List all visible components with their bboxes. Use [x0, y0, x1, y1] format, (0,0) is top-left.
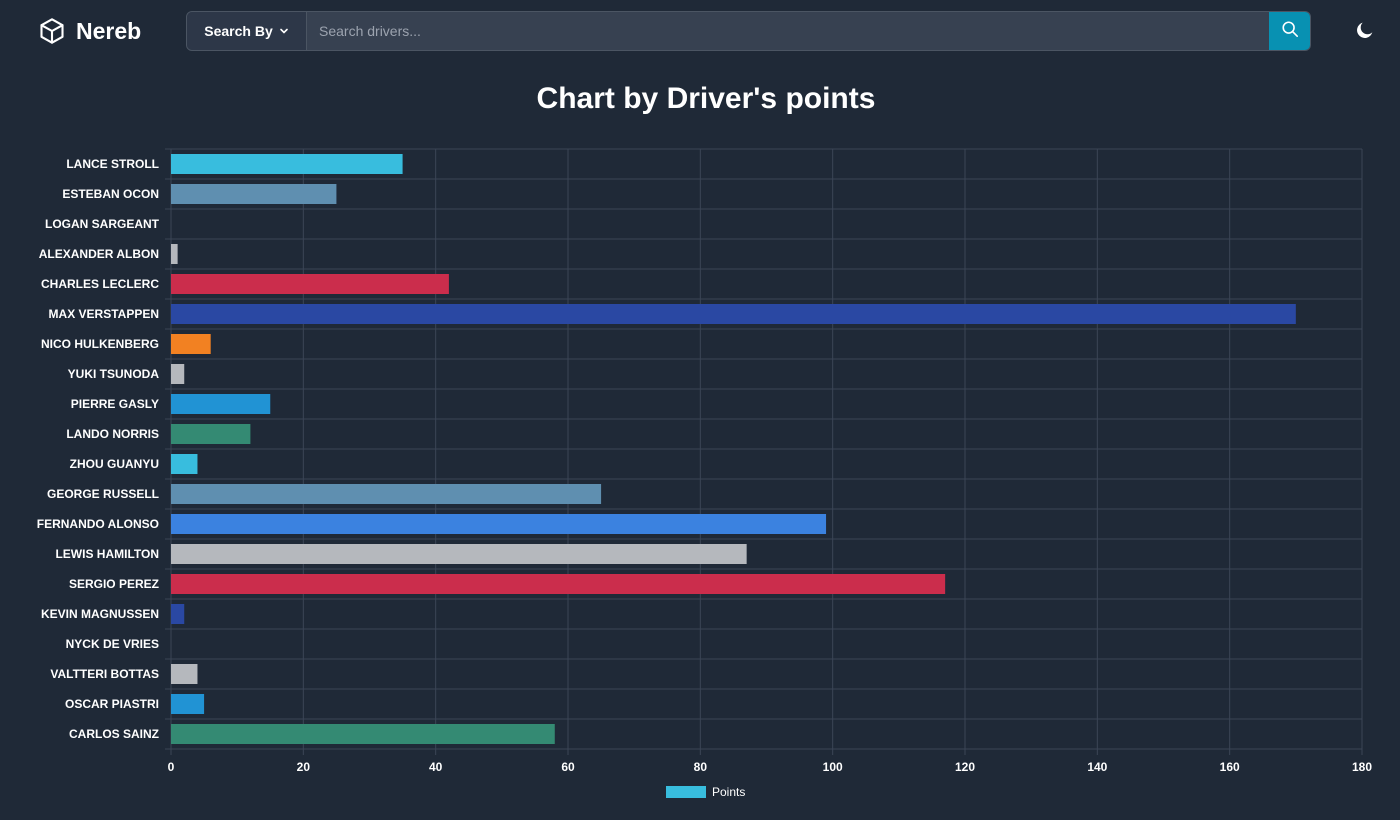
- search-by-dropdown[interactable]: Search By: [187, 12, 307, 50]
- bar[interactable]: [171, 604, 185, 624]
- legend-swatch: [666, 786, 706, 798]
- y-tick-label: LEWIS HAMILTON: [55, 547, 159, 561]
- y-tick-label: ZHOU GUANYU: [70, 457, 159, 471]
- y-tick-label: GEORGE RUSSELL: [47, 487, 159, 501]
- x-tick-label: 100: [823, 760, 843, 774]
- x-tick-label: 20: [297, 760, 311, 774]
- search-button[interactable]: [1269, 12, 1310, 50]
- chart-legend[interactable]: Points: [666, 785, 745, 799]
- bar[interactable]: [171, 544, 747, 564]
- y-tick-label: ALEXANDER ALBON: [39, 247, 159, 261]
- y-tick-label: PIERRE GASLY: [71, 397, 159, 411]
- bar[interactable]: [171, 274, 449, 294]
- bar[interactable]: [171, 664, 198, 684]
- bar[interactable]: [171, 154, 403, 174]
- legend-label: Points: [712, 785, 746, 799]
- x-tick-label: 180: [1352, 760, 1372, 774]
- x-tick-label: 140: [1087, 760, 1107, 774]
- x-tick-label: 120: [955, 760, 975, 774]
- y-tick-label: OSCAR PIASTRI: [65, 697, 159, 711]
- bar[interactable]: [171, 514, 827, 534]
- x-tick-label: 160: [1220, 760, 1240, 774]
- bar[interactable]: [171, 334, 211, 354]
- search-bar: Search By: [186, 11, 1311, 51]
- search-by-label: Search By: [204, 23, 273, 39]
- y-tick-label: LANCE STROLL: [66, 157, 159, 171]
- y-tick-label: VALTTERI BOTTAS: [50, 667, 159, 681]
- cube-icon: [38, 17, 66, 45]
- bar[interactable]: [171, 184, 337, 204]
- chart-title: Chart by Driver's points: [536, 82, 876, 115]
- y-tick-label: YUKI TSUNODA: [68, 367, 160, 381]
- bar[interactable]: [171, 244, 178, 264]
- brand-name: Nereb: [76, 17, 142, 44]
- bar-chart: LANCE STROLL ESTEBAN OCON LOGAN SARGEANT AL…: [37, 148, 1372, 774]
- chevron-down-icon: [279, 23, 289, 39]
- brand[interactable]: Nereb: [38, 17, 141, 45]
- y-tick-label: CARLOS SAINZ: [69, 727, 159, 741]
- top-navbar: Nereb Search By: [0, 0, 1400, 64]
- bar[interactable]: [171, 574, 946, 594]
- bar[interactable]: [171, 424, 251, 444]
- y-tick-label: NYCK DE VRIES: [66, 637, 159, 651]
- moon-icon: [1354, 19, 1376, 46]
- x-tick-label: 60: [561, 760, 575, 774]
- bar[interactable]: [171, 304, 1296, 324]
- bar[interactable]: [171, 694, 205, 714]
- theme-toggle-button[interactable]: [1353, 20, 1377, 44]
- search-icon: [1281, 20, 1299, 43]
- bar[interactable]: [171, 394, 271, 414]
- y-tick-label: FERNANDO ALONSO: [37, 517, 159, 531]
- bar[interactable]: [171, 454, 198, 474]
- x-tick-label: 0: [168, 760, 175, 774]
- bar[interactable]: [171, 484, 602, 504]
- y-tick-label: SERGIO PEREZ: [69, 577, 159, 591]
- y-tick-label: ESTEBAN OCON: [62, 187, 159, 201]
- x-tick-label: 80: [694, 760, 708, 774]
- y-tick-label: MAX VERSTAPPEN: [49, 307, 159, 321]
- bar[interactable]: [171, 724, 555, 744]
- y-tick-label: CHARLES LECLERC: [41, 277, 159, 291]
- y-tick-label: LANDO NORRIS: [66, 427, 159, 441]
- bar[interactable]: [171, 364, 185, 384]
- x-tick-label: 40: [429, 760, 443, 774]
- y-tick-label: NICO HULKENBERG: [41, 337, 159, 351]
- y-tick-label: LOGAN SARGEANT: [45, 217, 160, 231]
- search-input[interactable]: [307, 12, 1269, 50]
- y-tick-label: KEVIN MAGNUSSEN: [41, 607, 159, 621]
